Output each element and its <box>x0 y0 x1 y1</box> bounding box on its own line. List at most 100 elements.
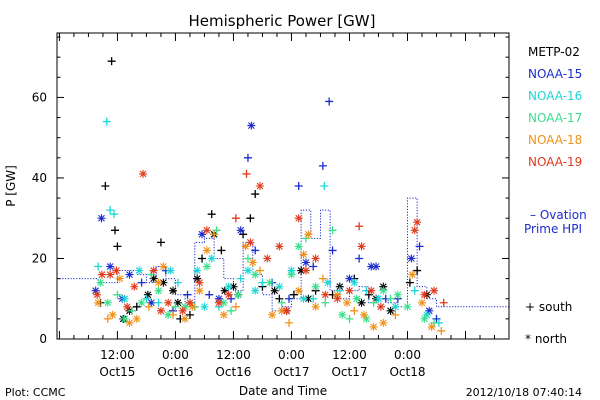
y-tick-label: 40 <box>32 171 47 185</box>
noaa-15-north-point <box>214 294 223 303</box>
noaa-15-north-point <box>301 258 310 267</box>
legend-entry-metp-02: METP-02 <box>528 45 580 59</box>
noaa-19-north-point <box>301 266 310 275</box>
noaa-18-north-point <box>181 314 190 323</box>
metp-02-south-point <box>239 230 248 239</box>
noaa-16-north-point <box>207 254 216 263</box>
x-tick-date-label: Oct17 <box>331 365 367 379</box>
metp-02-south-point <box>101 182 110 190</box>
noaa-17-south-point <box>321 298 330 307</box>
noaa-18-north-point <box>132 314 141 323</box>
noaa-15-north-point <box>425 306 434 315</box>
metp-02-south-point <box>405 278 414 287</box>
noaa-17-north-point <box>219 298 228 307</box>
noaa-17-north-point <box>234 290 243 299</box>
y-axis-label: P [GW] <box>4 165 18 207</box>
noaa-18-north-point <box>219 310 228 319</box>
noaa-15-south-point <box>325 97 334 106</box>
noaa-17-north-point <box>403 302 412 311</box>
noaa-15-south-point <box>432 314 441 323</box>
metp-02-north-point <box>149 274 158 283</box>
noaa-18-north-point <box>108 310 117 319</box>
noaa-18-north-point <box>115 274 124 283</box>
noaa-18-south-point <box>210 230 219 239</box>
noaa-15-north-point <box>367 262 376 271</box>
noaa-17-south-point <box>328 226 337 235</box>
metp-02-south-point <box>413 266 422 275</box>
noaa-15-north-point <box>198 230 207 239</box>
noaa-16-south-point <box>106 206 115 215</box>
noaa-16-north-point <box>166 266 175 275</box>
noaa-19-north-point <box>202 226 211 235</box>
metp-02-south-point <box>111 226 120 235</box>
y-tick-label: 60 <box>32 90 47 104</box>
x-tick-time-label: 12:00 <box>216 348 251 362</box>
noaa-19-south-point <box>439 298 448 307</box>
x-tick-time-label: 0:00 <box>278 348 305 362</box>
noaa-15-south-point <box>318 161 327 170</box>
noaa-18-north-point <box>299 250 308 259</box>
noaa-19-north-point <box>321 290 330 299</box>
metp-02-north-point <box>386 306 395 315</box>
noaa-16-south-point <box>335 286 344 295</box>
noaa-18-north-point <box>277 306 286 315</box>
noaa-17-south-point <box>147 270 156 279</box>
noaa-19-south-point <box>355 222 364 231</box>
noaa-17-north-point <box>311 282 320 291</box>
noaa-19-north-point <box>112 266 121 275</box>
noaa-17-north-point <box>103 298 112 307</box>
noaa-19-north-point <box>97 270 106 279</box>
noaa-17-south-point <box>430 318 439 327</box>
plot-data-layer <box>59 57 509 335</box>
metp-02-south-point <box>251 190 260 199</box>
legend-entry-noaa-16: NOAA-16 <box>528 89 582 103</box>
noaa-16-north-point <box>350 278 359 287</box>
legend-entry-noaa-19: NOAA-19 <box>528 155 582 169</box>
noaa-16-north-point <box>251 286 260 295</box>
noaa-19-north-point <box>311 254 320 263</box>
noaa-17-south-point <box>301 234 310 243</box>
noaa-15-north-point <box>372 262 381 271</box>
ovation-legend-label: – Ovation <box>530 208 587 222</box>
noaa-18-south-point <box>318 274 327 283</box>
noaa-15-north-point <box>91 286 100 295</box>
metp-02-south-point <box>217 246 226 255</box>
metp-02-south-point <box>113 242 122 251</box>
noaa-16-south-point <box>309 294 318 303</box>
noaa-15-south-point <box>227 294 236 303</box>
noaa-19-north-point <box>367 286 376 295</box>
noaa-15-north-point <box>247 121 256 130</box>
noaa-19-north-point <box>224 290 233 299</box>
noaa-16-south-point <box>142 294 151 303</box>
noaa-15-north-point <box>97 214 106 223</box>
noaa-17-south-point <box>127 306 136 315</box>
noaa-15-north-point <box>345 274 354 283</box>
south-marker-legend: + south <box>525 300 572 314</box>
noaa-19-north-point <box>294 214 303 223</box>
noaa-19-south-point <box>231 214 240 223</box>
metp-02-south-point <box>275 294 284 303</box>
noaa-18-north-point <box>333 290 342 299</box>
noaa-15-north-point <box>236 226 245 235</box>
noaa-18-south-point <box>169 310 178 319</box>
noaa-16-north-point <box>243 266 252 275</box>
metp-02-north-point <box>297 266 306 275</box>
metp-02-north-point <box>304 294 313 303</box>
noaa-16-south-point <box>102 117 111 126</box>
noaa-19-north-point <box>420 290 429 299</box>
noaa-18-south-point <box>285 318 294 327</box>
noaa-19-north-point <box>214 298 223 307</box>
north-marker-legend: * north <box>525 332 567 346</box>
noaa-17-north-point <box>379 286 388 295</box>
x-tick-time-label: 0:00 <box>394 348 421 362</box>
noaa-15-south-point <box>415 242 424 251</box>
x-tick-date-label: Oct16 <box>157 365 193 379</box>
noaa-15-south-point <box>243 153 252 162</box>
ovation-prime-hpi-line <box>59 197 509 312</box>
noaa-15-south-point <box>294 182 303 190</box>
x-tick-date-label: Oct15 <box>99 365 135 379</box>
noaa-18-south-point <box>103 314 112 323</box>
noaa-18-north-point <box>195 286 204 295</box>
noaa-16-north-point <box>193 266 202 275</box>
noaa-19-north-point <box>149 266 158 275</box>
